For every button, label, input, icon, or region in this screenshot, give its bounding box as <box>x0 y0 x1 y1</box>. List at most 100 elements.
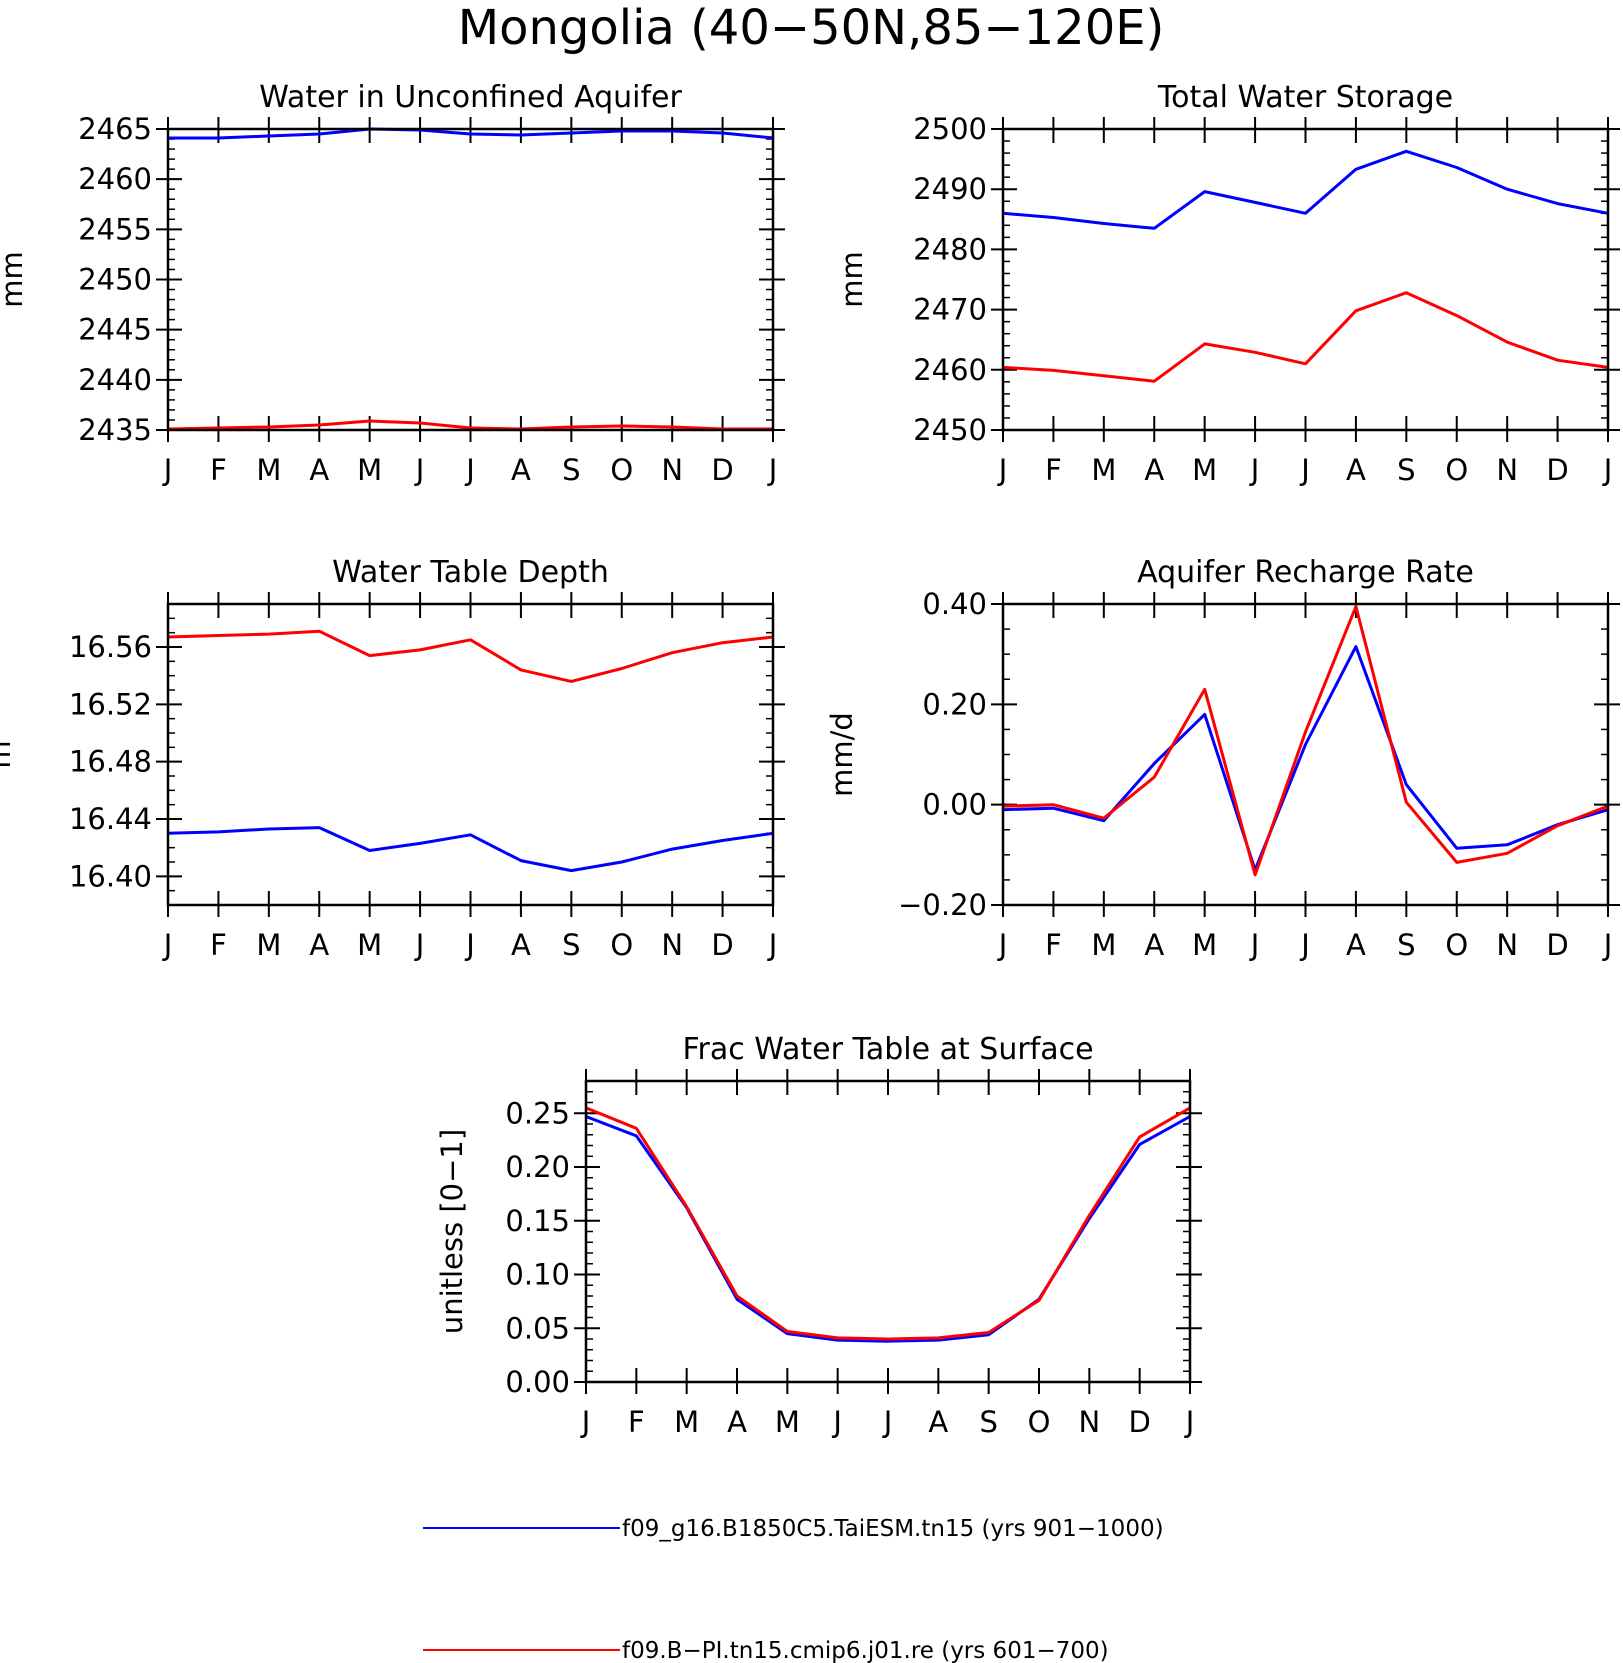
y-tick-label: 2480 <box>913 232 987 266</box>
x-tick-label: M <box>357 928 382 962</box>
panel-water-table-depth: Water Table Depth m 16.40 16.44 16.48 16.52 16… <box>0 555 785 962</box>
x-tick-label: A <box>1346 928 1366 962</box>
y-tick-label: 16.44 <box>69 802 152 836</box>
y-axis-label: mm/d <box>825 712 859 797</box>
plot-frame <box>166 127 775 432</box>
x-tick-label: S <box>562 928 580 962</box>
x-tick-label: M <box>674 1405 699 1439</box>
figure-title: Mongolia (40−50N,85−120E) <box>458 0 1165 56</box>
legend-label-red: f09.B−PI.tn15.cmip6.j01.re (yrs 601−700) <box>622 1638 1109 1663</box>
y-tick-label: 2450 <box>913 413 987 447</box>
y-tick-label: 16.52 <box>69 687 152 721</box>
x-tick-label: A <box>1346 453 1366 487</box>
series-line-blue <box>585 1115 1191 1343</box>
y-tick-label: 16.40 <box>69 859 152 893</box>
x-tick-label: J <box>1249 928 1260 962</box>
series-line-red <box>167 419 773 431</box>
x-tick-label: D <box>711 928 733 962</box>
y-tick-label: 0.20 <box>505 1150 570 1184</box>
x-tick-label: F <box>1045 928 1062 962</box>
x-tick-label: M <box>1192 928 1217 962</box>
x-tick-label: O <box>1445 928 1468 962</box>
x-tick-label: J <box>1602 453 1613 487</box>
x-tick-label: S <box>1397 453 1415 487</box>
series-line-red <box>1002 605 1609 877</box>
y-tick-label: 2440 <box>78 363 152 397</box>
x-tick-label: A <box>511 453 531 487</box>
x-tick-label: A <box>727 1405 747 1439</box>
y-tick-label: 2490 <box>913 172 987 206</box>
panel-total-water-storage: Total Water Storage mm 2450 2460 2470 2480 249… <box>835 80 1620 487</box>
y-tick-label: 2465 <box>78 112 152 146</box>
plot-frame <box>584 1079 1192 1384</box>
y-tick-label: 2500 <box>913 112 987 146</box>
series-line-blue <box>1002 149 1609 230</box>
x-tick-label: O <box>610 928 633 962</box>
panel-aquifer-recharge-rate: Aquifer Recharge Rate mm/d −0.20 0.00 0.20 0.… <box>825 555 1620 962</box>
x-tick-label: J <box>414 453 425 487</box>
x-tick-label: M <box>256 928 281 962</box>
panel-title: Aquifer Recharge Rate <box>1137 555 1474 590</box>
series-line-blue <box>168 127 774 140</box>
x-tick-label: J <box>767 928 778 962</box>
x-tick-label: F <box>1045 453 1062 487</box>
x-tick-label: N <box>1496 928 1518 962</box>
x-tick-label: J <box>1299 928 1310 962</box>
x-tick-label: F <box>210 928 227 962</box>
x-tick-label: N <box>661 453 683 487</box>
series-line-blue <box>167 826 774 873</box>
y-tick-label: 0.20 <box>922 687 987 721</box>
x-tick-label: M <box>1091 453 1116 487</box>
x-tick-label: J <box>767 453 778 487</box>
y-tick-label: 2455 <box>78 212 152 246</box>
series-line-red <box>167 629 774 683</box>
plot-frame <box>1001 602 1610 907</box>
y-tick-label: 0.00 <box>505 1365 570 1399</box>
x-tick-label: D <box>1128 1405 1150 1439</box>
y-axis-label: mm <box>835 251 869 308</box>
y-tick-label: 2450 <box>78 263 152 297</box>
x-tick-label: J <box>1184 1405 1195 1439</box>
panel-title: Water in Unconfined Aquifer <box>259 80 682 115</box>
y-axis-label: unitless [0−1] <box>435 1129 469 1334</box>
panel-water-in-unconfined-aquifer: Water in Unconfined Aquifer mm 2435 2440 244… <box>0 80 785 487</box>
x-tick-label: M <box>256 453 281 487</box>
x-tick-label: N <box>1078 1405 1100 1439</box>
y-tick-label: 2470 <box>913 293 987 327</box>
y-tick-label: 2435 <box>78 413 152 447</box>
x-tick-label: M <box>1091 928 1116 962</box>
x-tick-label: O <box>610 453 633 487</box>
x-tick-label: A <box>928 1405 948 1439</box>
x-tick-label: O <box>1028 1405 1051 1439</box>
x-tick-label: J <box>997 928 1008 962</box>
panel-title: Frac Water Table at Surface <box>682 1032 1093 1067</box>
panel-title: Total Water Storage <box>1157 80 1453 115</box>
x-tick-label: J <box>580 1405 591 1439</box>
panel-title: Water Table Depth <box>332 555 609 590</box>
legend: f09_g16.B1850C5.TaiESM.tn15 (yrs 901−100… <box>423 1516 1164 1663</box>
x-tick-label: F <box>210 453 227 487</box>
x-tick-label: M <box>775 1405 800 1439</box>
x-tick-label: F <box>628 1405 645 1439</box>
x-tick-label: D <box>1546 928 1568 962</box>
x-tick-label: M <box>357 453 382 487</box>
x-tick-label: J <box>464 453 475 487</box>
y-axis-label: m <box>0 740 17 768</box>
plot-frame <box>1001 127 1610 432</box>
x-tick-label: A <box>309 453 329 487</box>
x-tick-label: O <box>1445 453 1468 487</box>
y-tick-label: −0.20 <box>898 888 987 922</box>
y-tick-label: 16.56 <box>69 630 152 664</box>
series-line-red <box>585 1106 1191 1341</box>
y-tick-label: 2445 <box>78 313 152 347</box>
x-tick-label: S <box>1397 928 1415 962</box>
legend-label-blue: f09_g16.B1850C5.TaiESM.tn15 (yrs 901−100… <box>622 1516 1164 1542</box>
y-tick-label: 2460 <box>78 162 152 196</box>
x-tick-label: M <box>1192 453 1217 487</box>
x-tick-label: J <box>1602 928 1613 962</box>
y-tick-label: 2460 <box>913 353 987 387</box>
y-tick-label: 0.00 <box>922 788 987 822</box>
x-tick-label: J <box>464 928 475 962</box>
y-tick-label: 0.25 <box>505 1096 570 1130</box>
